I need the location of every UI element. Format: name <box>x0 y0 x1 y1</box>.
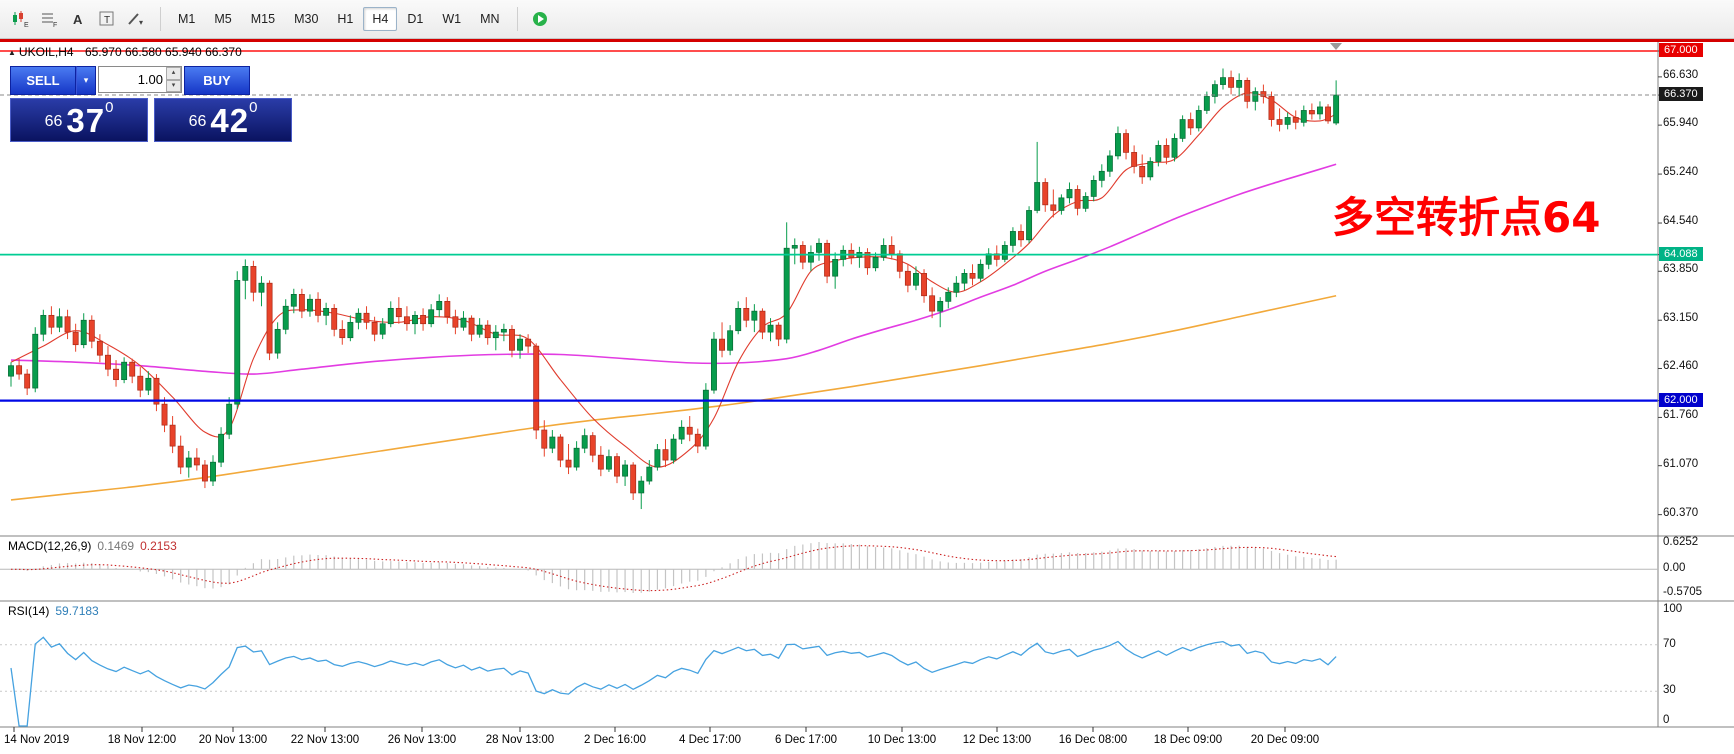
rsi-value: 59.7183 <box>55 604 99 618</box>
drawing-tool-icon[interactable]: ▾ <box>122 6 152 32</box>
timeframe-toolbar: M1 M5 M15 M30 H1 H4 D1 W1 MN <box>169 7 509 31</box>
time-axis-label: 26 Nov 13:00 <box>387 734 457 746</box>
macd-axis-zero: 0.00 <box>1663 562 1686 575</box>
svg-text:E: E <box>24 22 29 28</box>
timeframe-m15[interactable]: M15 <box>242 7 284 31</box>
timeframe-h4[interactable]: H4 <box>363 7 398 31</box>
price-badge-red: 67.000 <box>1659 43 1703 57</box>
rsi-indicator-label: RSI(14) 59.7183 <box>8 604 99 618</box>
indicator-list-icon[interactable]: F <box>35 6 63 32</box>
buy-price-dec: 42 <box>210 102 250 139</box>
ma-mid-line <box>10 163 1337 375</box>
time-axis[interactable]: 14 Nov 2019 18 Nov 12:00 20 Nov 13:00 22 No… <box>0 727 1658 754</box>
rsi-axis-30: 30 <box>1663 684 1676 697</box>
timeframe-h1[interactable]: H1 <box>328 7 362 31</box>
rsi-plot <box>0 636 1658 727</box>
price-axis-label: 66.630 <box>1663 68 1699 81</box>
sell-price-int: 66 <box>44 113 63 130</box>
chart-annotation: 多空转折点64 <box>1332 193 1601 242</box>
rsi-axis-100: 100 <box>1663 603 1683 615</box>
text-tool-icon[interactable]: A <box>64 6 92 32</box>
template-tool-icon[interactable]: T <box>93 6 121 32</box>
timeframe-w1[interactable]: W1 <box>433 7 470 31</box>
chart-canvas[interactable] <box>0 42 1734 754</box>
symbol-name: UKOIL,H4 <box>18 45 74 59</box>
price-axis[interactable]: 67.000 66.630 66.370 65.940 65.240 64.540 64.0… <box>1658 42 1734 754</box>
chart-window[interactable]: ▲ UKOIL,H4 65.970 66.580 65.940 66.370 SE… <box>0 39 1734 754</box>
ma-slow-line <box>10 294 1337 501</box>
sell-price-dec: 37 <box>66 102 106 139</box>
time-axis-label: 4 Dec 17:00 <box>678 734 742 746</box>
macd-axis-min: -0.5705 <box>1663 586 1703 598</box>
time-axis-label: 20 Nov 13:00 <box>198 734 268 746</box>
volume-increase-icon[interactable]: ▴ <box>166 67 181 80</box>
time-axis-label: 6 Dec 17:00 <box>774 734 838 746</box>
charts-expert-icon[interactable]: E <box>6 6 34 32</box>
svg-text:A: A <box>73 12 83 27</box>
rsi-line <box>10 636 1337 727</box>
price-badge-green: 64.088 <box>1659 246 1703 261</box>
price-axis-label: 62.460 <box>1663 360 1699 373</box>
timeframe-m30[interactable]: M30 <box>285 7 327 31</box>
buy-price-display[interactable]: 66 42 0 <box>154 98 292 142</box>
volume-spinner: ▴ ▾ <box>166 67 181 92</box>
sell-button[interactable]: SELL <box>10 66 76 95</box>
rsi-axis-0: 0 <box>1663 714 1670 726</box>
macd-plot <box>0 542 1658 593</box>
price-axis-label: 65.940 <box>1663 117 1699 130</box>
volume-decrease-icon[interactable]: ▾ <box>166 79 181 92</box>
price-axis-label: 61.070 <box>1663 457 1699 470</box>
macd-indicator-label: MACD(12,26,9) 0.1469 0.2153 <box>8 539 177 553</box>
sell-price-pip: 0 <box>105 99 114 116</box>
candles-series <box>8 68 1340 510</box>
macd-value: 0.1469 <box>97 539 135 553</box>
rsi-name: RSI(14) <box>8 604 50 618</box>
price-axis-label: 60.370 <box>1663 506 1699 519</box>
rsi-axis-70: 70 <box>1663 637 1676 650</box>
time-axis-label: 2 Dec 16:00 <box>583 734 647 746</box>
symbol-marker-icon: ▲ <box>8 48 16 57</box>
time-axis-label: 12 Dec 13:00 <box>962 734 1032 746</box>
timeframe-mn[interactable]: MN <box>471 7 508 31</box>
time-axis-label: 22 Nov 13:00 <box>290 734 360 746</box>
svg-text:T: T <box>104 15 110 26</box>
macd-axis-max: 0.6252 <box>1663 536 1699 548</box>
timeframe-m1[interactable]: M1 <box>169 7 204 31</box>
time-axis-label: 16 Dec 08:00 <box>1058 734 1128 746</box>
svg-text:F: F <box>53 22 57 28</box>
chart-shift-marker[interactable] <box>1330 43 1342 50</box>
autotrading-icon[interactable] <box>526 6 554 32</box>
price-badge-blue: 62.000 <box>1659 392 1703 407</box>
sell-dropdown-icon[interactable]: ▾ <box>76 66 96 95</box>
sell-price-display[interactable]: 66 37 0 <box>10 98 148 142</box>
toolbar: E F A T ▾ M1 M5 M15 M30 H1 H4 D1 W1 MN <box>0 0 1734 39</box>
price-axis-label: 64.540 <box>1663 215 1699 228</box>
symbol-header: ▲ UKOIL,H4 65.970 66.580 65.940 66.370 <box>8 45 242 59</box>
time-axis-label: 10 Dec 13:00 <box>867 734 937 746</box>
buy-button[interactable]: BUY <box>184 66 250 95</box>
toolbar-separator <box>160 7 161 31</box>
price-axis-label: 63.850 <box>1663 263 1699 276</box>
macd-signal-line <box>10 545 1337 592</box>
macd-name: MACD(12,26,9) <box>8 539 92 553</box>
svg-text:▾: ▾ <box>139 18 143 27</box>
price-axis-label: 63.150 <box>1663 312 1699 325</box>
ohlc-values: 65.970 66.580 65.940 66.370 <box>84 45 242 59</box>
buy-price-pip: 0 <box>249 99 258 116</box>
macd-signal-value: 0.2153 <box>140 539 177 553</box>
timeframe-d1[interactable]: D1 <box>398 7 432 31</box>
time-axis-label: 20 Dec 09:00 <box>1250 734 1320 746</box>
time-axis-label: 14 Nov 2019 <box>4 734 70 746</box>
tool-buttons: E F A T ▾ <box>6 6 152 32</box>
one-click-trade-panel: SELL ▾ ▴ ▾ BUY 66 37 0 66 42 0 <box>10 66 310 142</box>
price-axis-label: 65.240 <box>1663 166 1699 179</box>
time-axis-label: 18 Dec 09:00 <box>1153 734 1223 746</box>
buy-price-int: 66 <box>188 113 207 130</box>
time-axis-label: 18 Nov 12:00 <box>107 734 177 746</box>
toolbar-separator <box>516 7 518 31</box>
time-axis-label: 28 Nov 13:00 <box>485 734 555 746</box>
timeframe-m5[interactable]: M5 <box>205 7 240 31</box>
price-badge-black: 66.370 <box>1659 87 1703 102</box>
price-axis-label: 61.760 <box>1663 409 1699 422</box>
